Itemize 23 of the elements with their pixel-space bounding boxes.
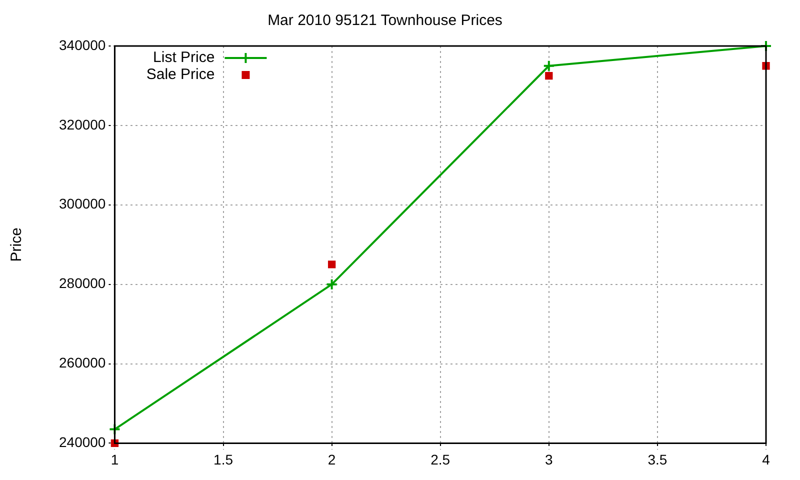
- y-tick-label: 340000: [59, 36, 106, 53]
- point: [326, 278, 338, 290]
- y-tick-label: 320000: [59, 116, 106, 132]
- legend-label: Sale Price: [146, 66, 215, 84]
- x-tick-label: 2: [328, 451, 336, 468]
- y-tick-label: 300000: [59, 196, 106, 212]
- point: [328, 260, 336, 268]
- x-tick-label: 1: [110, 451, 119, 468]
- y-tick-label: 240000: [59, 434, 106, 450]
- x-tick-label: 3: [545, 451, 554, 468]
- x-tick-label: 1.5: [214, 451, 234, 468]
- y-tick-label: 260000: [59, 354, 106, 371]
- x-tick-label: 4: [762, 451, 770, 468]
- x-tick-label: 3.5: [648, 451, 668, 468]
- y-axis-title: Price: [8, 228, 26, 262]
- x-tick-label: 2.5: [430, 451, 450, 468]
- point: [542, 60, 555, 72]
- y-tick-label: 280000: [59, 275, 106, 292]
- point: [545, 72, 553, 80]
- point: [108, 423, 121, 436]
- point: [760, 40, 772, 52]
- legend-label: List Price: [153, 49, 215, 66]
- chart-title: Mar 2010 95121 Townhouse Prices: [268, 12, 502, 30]
